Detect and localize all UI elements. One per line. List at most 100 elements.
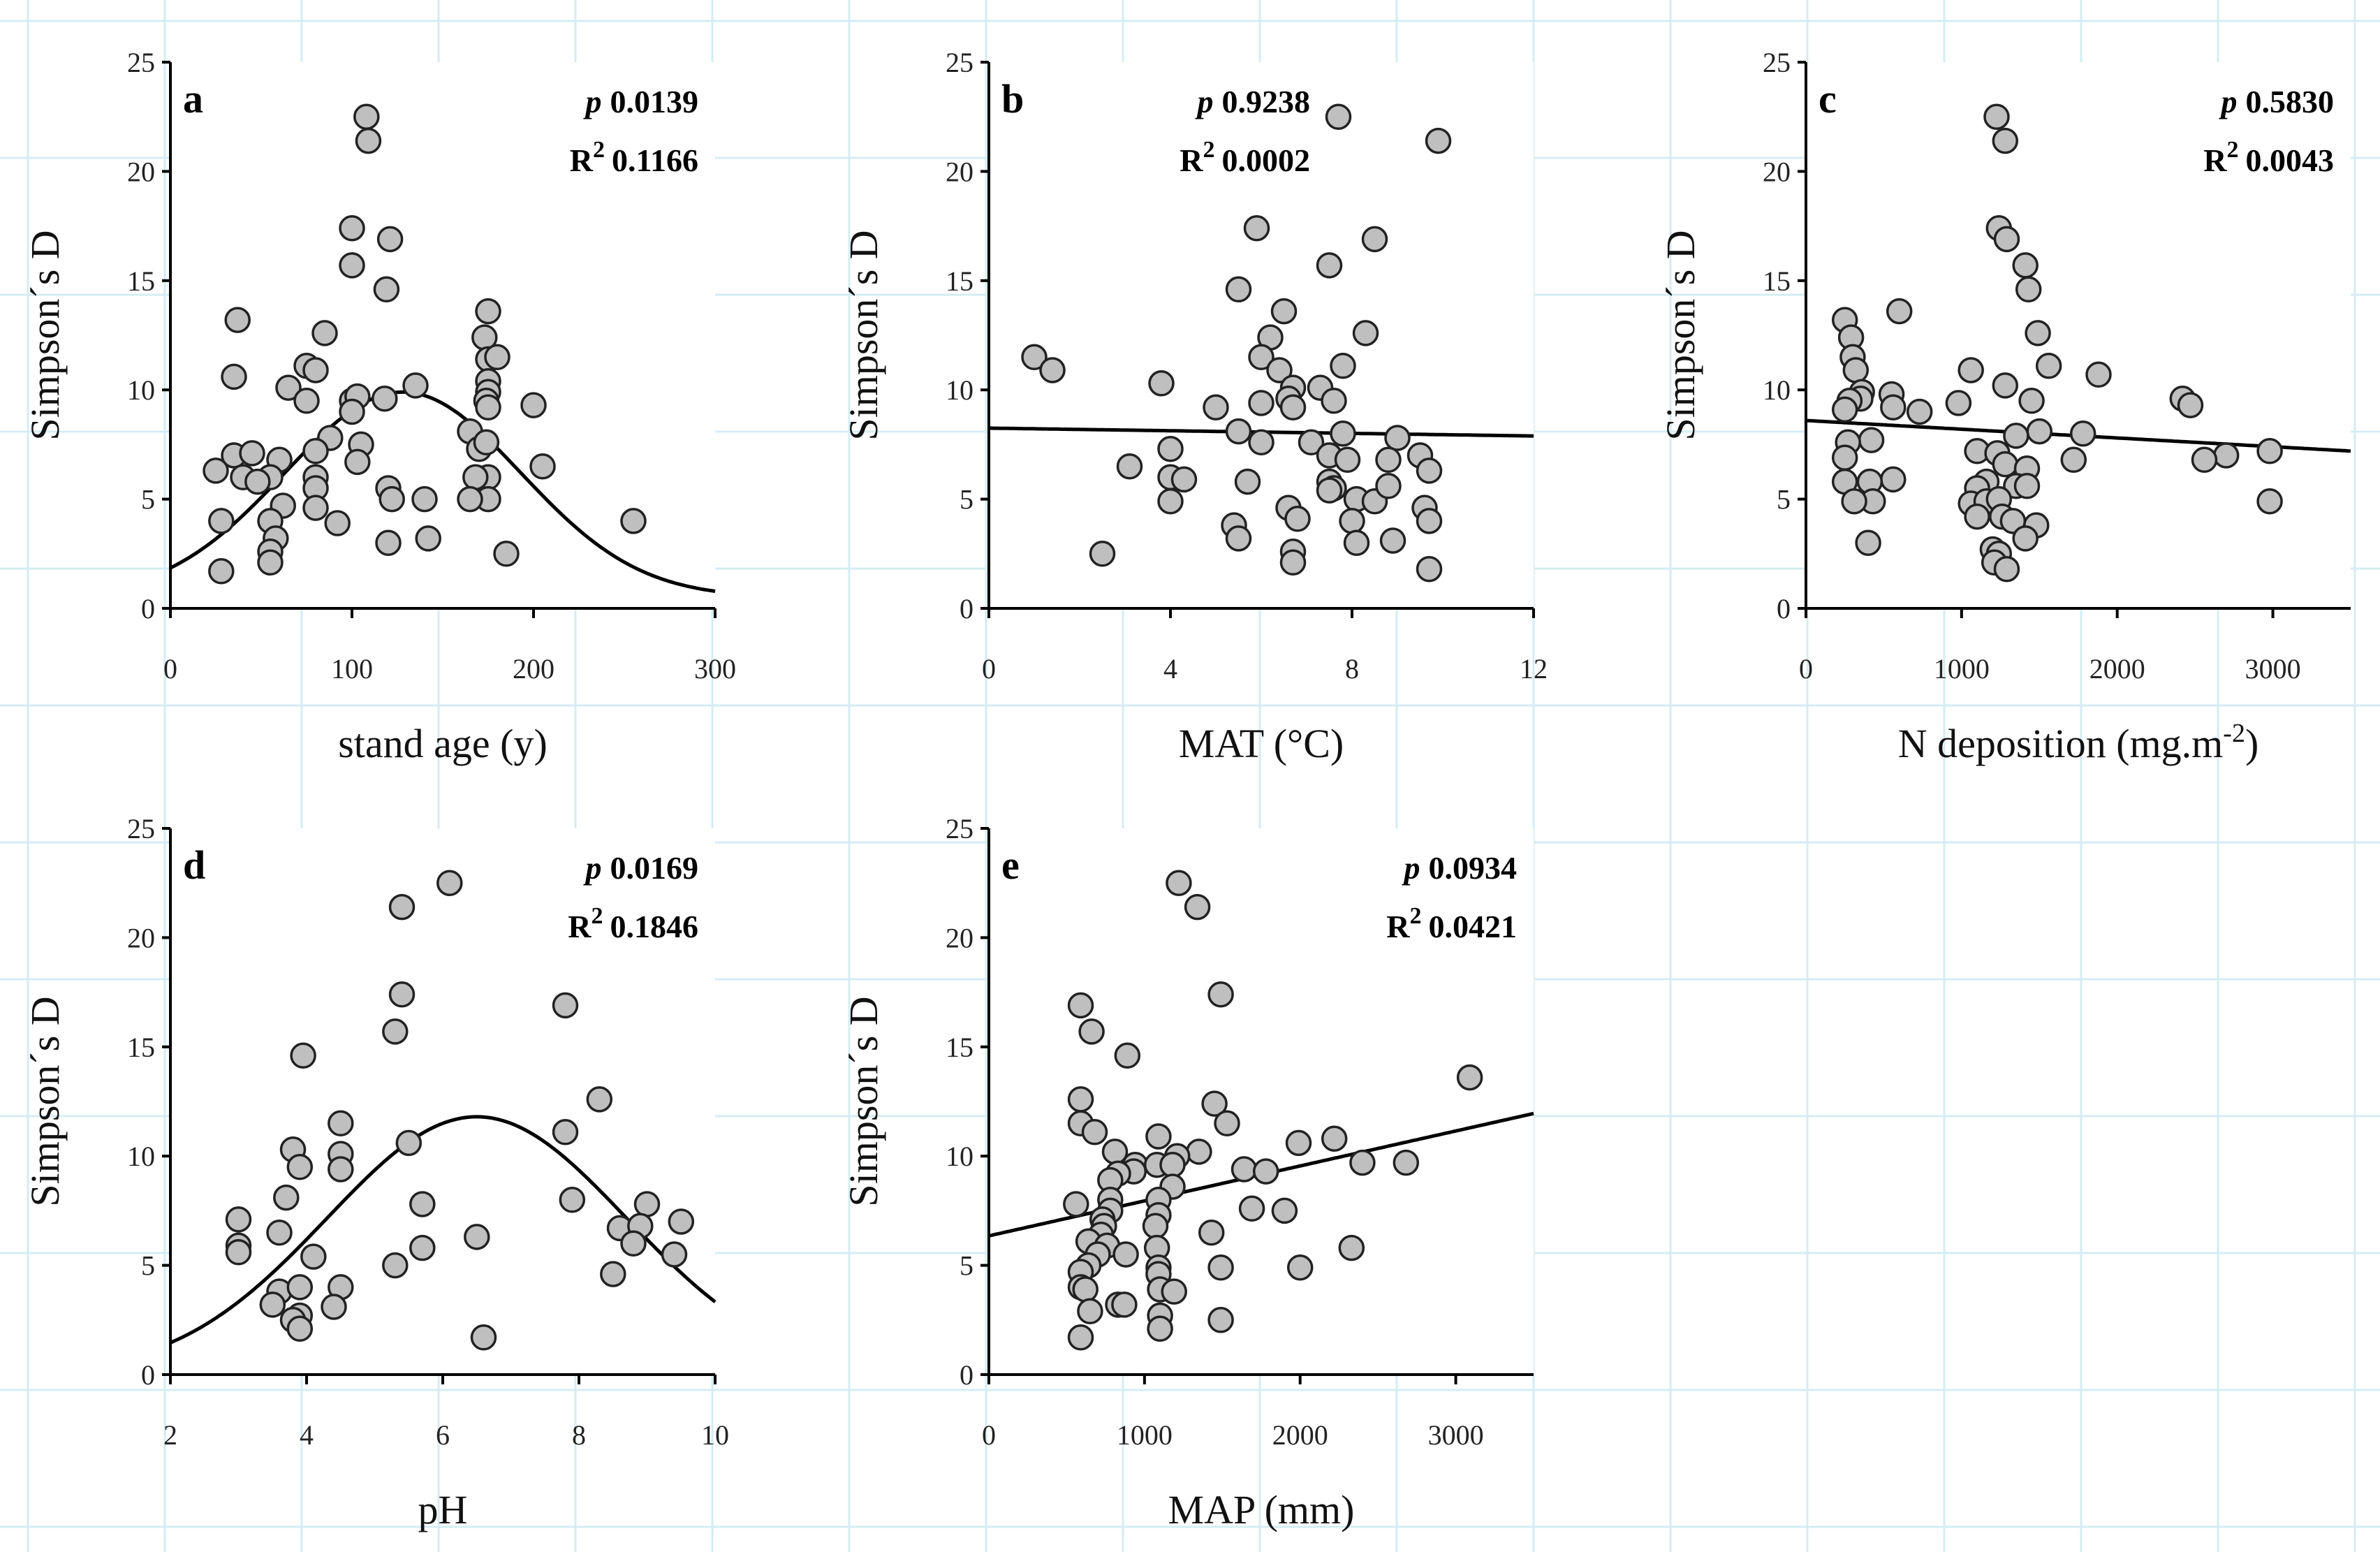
data-point [1945,390,1972,416]
data-point [1148,370,1175,397]
stat-p-number: 0.0934 [1429,850,1518,886]
data-point [2035,353,2062,379]
data-point [2026,418,2053,445]
data-point [1266,357,1293,383]
data-point [1858,427,1885,453]
data-point [1184,893,1211,921]
y-tick-label: 15 [1763,265,1791,297]
x-tick-label: 0 [1799,653,1813,685]
data-point [208,558,235,585]
stat-r2-exponent: 2 [593,137,605,163]
panel-b: 0 5 10 15 20 25 0 4 8 12 Simpson´s D MAT (°C) b p 0.92… [841,47,1548,766]
x-axis-label: pH [418,1487,468,1532]
x-axis-label-close: ) [2245,721,2258,766]
data-point [1906,398,1933,425]
data-point [1111,1291,1138,1318]
y-tick-label: 25 [946,47,974,78]
data-point [493,541,520,567]
x-tick-label: 200 [513,653,554,685]
data-point [1855,529,1881,556]
data-point [1207,1307,1234,1333]
y-tick-label: 10 [1763,374,1791,406]
y-tick-label: 25 [127,813,155,844]
y-tick-label: 25 [127,47,155,78]
y-tick-label: 20 [1763,156,1791,187]
data-point [1831,396,1858,423]
data-point [462,464,489,491]
y-tick-label: 5 [960,484,974,515]
stat-p-label: p [583,84,602,119]
data-point [1992,451,2019,478]
data-point [2012,525,2039,552]
data-point [302,357,329,383]
data-point [1993,555,2020,583]
data-point [661,1241,688,1268]
stat-r2-label: R [1386,909,1410,944]
data-point [1393,1149,1420,1176]
x-tick-label: 3000 [1428,1419,1484,1451]
x-axis-label-superscript: -2 [2223,719,2245,748]
stat-r2-number: 0.0043 [2246,142,2335,178]
data-point [1142,1213,1169,1240]
data-point [1225,525,1252,552]
data-point [275,374,302,401]
fit-line [170,1115,717,1345]
data-point [324,510,351,536]
data-point [1166,870,1192,896]
stat-p-label: p [583,850,602,886]
data-point [339,214,365,242]
data-point [355,127,382,154]
data-point [1841,488,1867,515]
data-point [415,525,441,552]
data-point [1338,1234,1365,1261]
panel-e: 0 5 10 15 20 25 0 1000 2000 3000 Simpson´s D MAP (m… [841,813,1534,1532]
y-tick-label: 15 [946,265,974,297]
stat-p-number: 0.5830 [2246,84,2335,119]
y-tick-label: 15 [127,1032,155,1063]
data-point [1021,344,1048,371]
stat-r2-number: 0.1846 [610,909,699,944]
data-point [1316,252,1343,279]
data-point [1207,981,1234,1008]
panel-c: 0 5 10 15 20 25 0 1000 2000 3000 Simpson´s D N depo… [1658,47,2351,766]
stat-p-value: p 0.0934 [1402,850,1518,886]
data-point [388,981,416,1008]
y-axis-label: Simpson´s D [22,996,68,1206]
y-tick-label: 20 [127,922,155,953]
data-point [1416,457,1443,484]
stat-p-label: p [1402,850,1420,886]
data-point [1339,508,1365,534]
data-point [225,1206,252,1233]
data-point [1198,1219,1225,1246]
stat-r2-label: R [2203,142,2227,178]
y-tick-label: 10 [946,374,974,406]
y-tick-label: 10 [946,1141,974,1172]
data-point [388,893,416,921]
x-tick-label: 0 [163,653,177,685]
data-point [1067,1086,1094,1113]
y-axis-label: Simpson´s D [841,996,886,1206]
data-point [1248,429,1275,456]
stat-r2-value: R2 0.1846 [568,903,698,944]
x-tick-label: 2000 [2089,653,2145,685]
data-point [224,307,251,333]
y-tick-label: 15 [946,1032,974,1063]
data-point [290,1042,316,1069]
data-point [1880,394,1907,420]
data-point [475,298,501,325]
y-tick-label: 10 [127,1141,155,1172]
stat-r2-value: R2 0.1166 [570,137,698,178]
data-point [1238,1195,1265,1222]
data-point [1992,372,2019,399]
stat-p-label: p [2219,84,2238,119]
data-point [382,1018,409,1045]
data-point [1243,214,1270,242]
data-point [1957,357,1984,383]
data-point [559,1187,586,1213]
stat-r2-number: 0.0421 [1429,909,1518,944]
data-point [203,457,229,484]
data-point [1379,527,1406,554]
data-point [1112,1241,1139,1268]
data-point [409,1234,436,1261]
